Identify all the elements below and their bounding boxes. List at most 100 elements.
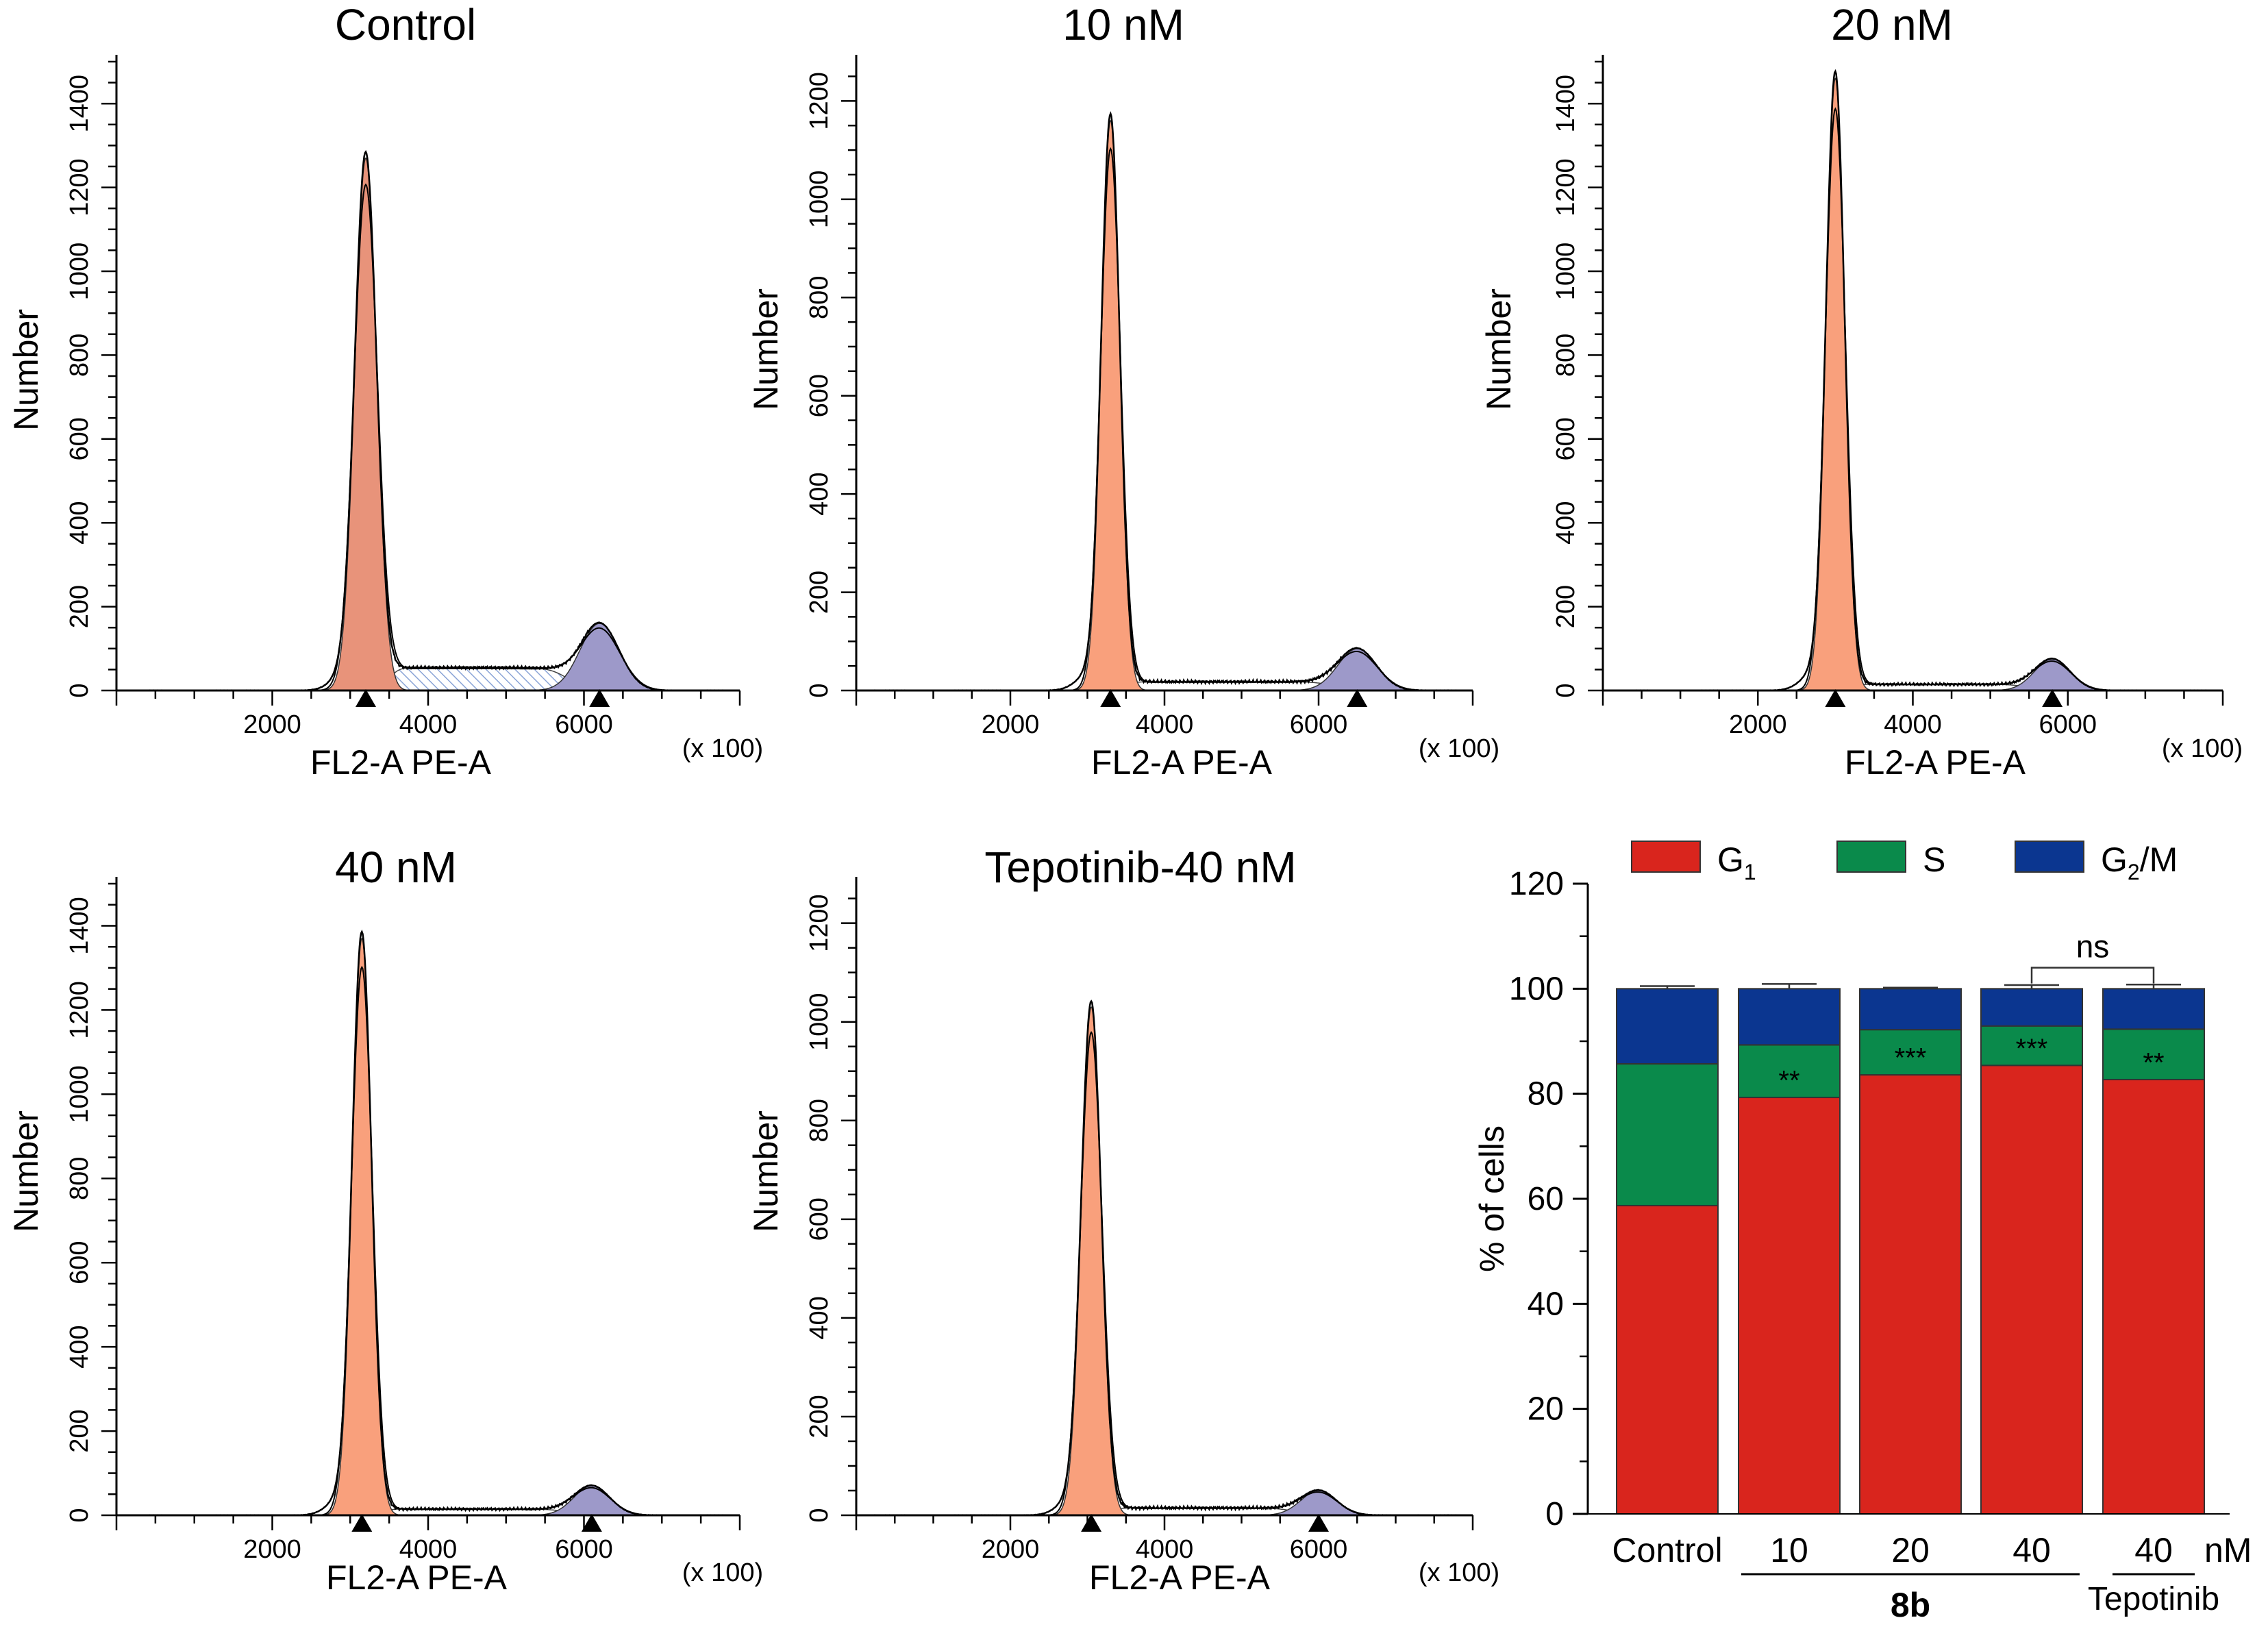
group-label: 8b: [1891, 1586, 1930, 1624]
g2m-peak: [1981, 658, 2124, 691]
histogram-panel-2: 10 nM 0 200 400 600 800 1000 1200 2000 4000 6000 Nu…: [747, 0, 1499, 782]
x-axis-unit: (x 100): [682, 734, 763, 763]
y-tick-label: 800: [65, 1157, 94, 1200]
fit-histogram-line: [132, 965, 725, 1516]
panel-title: Tepotinib-40 nM: [984, 843, 1296, 892]
raw-histogram-line: [1618, 69, 2208, 692]
x-tick-label: 6000: [555, 1535, 613, 1564]
bar-segment-g1: [1616, 1204, 1719, 1515]
legend-swatch: [1836, 841, 1906, 873]
histogram-panel-1: Control 0 200 400 600 800 1000 1200 1400 2000 4000…: [7, 0, 763, 782]
x-tick-label: 4000: [1136, 1535, 1194, 1564]
x-axis-label: FL2-A PE-A: [326, 1558, 508, 1597]
bar-category-label: 10: [1770, 1531, 1808, 1569]
histogram-panel-4: 40 nM 0 200 400 600 800 1000 1200 1400 2000 4000 60…: [7, 843, 763, 1597]
y-tick-label: 1400: [65, 75, 94, 133]
panel-title: 40 nM: [335, 843, 457, 892]
x-axis-label: FL2-A PE-A: [310, 743, 492, 782]
fit-histogram-line: [871, 1031, 1458, 1516]
y-tick-label: 0: [805, 683, 834, 697]
g1-peak: [321, 157, 410, 691]
significance-label: **: [2143, 1047, 2164, 1078]
legend-label: G2/M: [2101, 841, 2178, 884]
panel-title: Control: [335, 0, 476, 49]
histogram-panel-5: Tepotinib-40 nM 0 200 400 600 800 1000 1200 2000…: [747, 843, 1499, 1597]
raw-histogram-line: [871, 999, 1458, 1517]
peak-marker: [2042, 689, 2063, 707]
y-tick-label: 1000: [805, 993, 834, 1051]
bar-segment-g2m: [1616, 988, 1719, 1065]
legend-item: S: [1836, 841, 1945, 879]
unit-label: nM: [2204, 1531, 2252, 1569]
bar-y-tick-label: 40: [1528, 1286, 1564, 1322]
g1-peak: [1797, 77, 1873, 691]
panel-title: 20 nM: [1831, 0, 1953, 49]
g1-peak: [322, 937, 401, 1516]
raw-histogram-line: [871, 111, 1458, 692]
y-tick-label: 1000: [65, 242, 94, 301]
bar-category-label: 40: [2134, 1531, 2173, 1569]
bar-y-tick-label: 80: [1528, 1076, 1564, 1112]
x-axis-label: FL2-A PE-A: [1091, 743, 1273, 782]
y-tick-label: 1400: [1552, 75, 1580, 133]
peak-marker: [581, 1514, 602, 1532]
y-tick-label: 1000: [65, 1065, 94, 1123]
x-tick-label: 2000: [1729, 710, 1787, 739]
bar-segment-g2m: [1859, 988, 1962, 1031]
y-tick-label: 600: [65, 1241, 94, 1284]
g2m-peak: [520, 1485, 664, 1516]
y-tick-label: 1400: [65, 897, 94, 955]
y-axis-label: Number: [7, 1110, 45, 1232]
y-tick-label: 200: [805, 571, 834, 614]
bar-segment-s: [2102, 1028, 2205, 1080]
bar-segment-s: [1980, 1025, 2083, 1067]
histogram-panel-3: 20 nM 0 200 400 600 800 1000 1200 1400 2000 4000 60…: [1480, 0, 2243, 782]
y-tick-label: 0: [65, 683, 94, 697]
g2m-peak: [1247, 1490, 1390, 1516]
g1-peak: [1073, 119, 1148, 691]
y-tick-label: 1200: [805, 894, 834, 952]
significance-label: ***: [1895, 1043, 1927, 1073]
y-tick-label: 400: [805, 1296, 834, 1339]
x-axis-unit: (x 100): [1419, 734, 1499, 763]
bar-y-tick-label: 0: [1545, 1496, 1564, 1532]
peak-marker: [1825, 689, 1846, 707]
fit-histogram-line: [871, 147, 1458, 691]
stacked-bar-panel: 0 20 40 60 80 100 120 % of cells Control ** 10 *** 2…: [1473, 841, 2252, 1624]
raw-histogram-line: [132, 929, 725, 1517]
x-tick-label: 6000: [2039, 710, 2097, 739]
peak-marker: [1100, 689, 1121, 707]
comparison-bracket: [2030, 967, 2155, 984]
y-tick-label: 200: [805, 1395, 834, 1438]
peak-marker: [1081, 1514, 1102, 1532]
bar-y-axis-label: % of cells: [1473, 1125, 1511, 1272]
y-tick-label: 1200: [65, 981, 94, 1039]
y-tick-label: 600: [65, 417, 94, 460]
y-tick-label: 200: [65, 585, 94, 628]
y-tick-label: 400: [65, 501, 94, 544]
x-tick-label: 2000: [243, 1535, 301, 1564]
peak-marker: [1347, 689, 1368, 707]
y-axis-label: Number: [747, 288, 785, 410]
bar-category-label: Control: [1612, 1531, 1722, 1569]
bar-segment-g1: [1980, 1065, 2083, 1515]
legend-swatch: [1631, 841, 1701, 873]
bar-segment-s: [1616, 1062, 1719, 1206]
y-tick-label: 800: [805, 1099, 834, 1142]
legend-item: G2/M: [2015, 841, 2178, 884]
y-axis-label: Number: [747, 1110, 785, 1232]
bar-y-tick-label: 60: [1528, 1181, 1564, 1217]
y-tick-label: 1000: [805, 171, 834, 229]
bar-y-tick-label: 120: [1509, 866, 1564, 902]
peak-marker: [356, 689, 376, 707]
y-tick-label: 200: [65, 1409, 94, 1452]
x-tick-label: 6000: [1290, 710, 1348, 739]
peak-marker: [1308, 1514, 1329, 1532]
y-tick-label: 0: [1552, 683, 1580, 697]
bar-segment-s: [1859, 1029, 1962, 1076]
x-tick-label: 2000: [982, 1535, 1040, 1564]
fit-histogram-line: [1618, 107, 2208, 691]
y-tick-label: 800: [1552, 334, 1580, 377]
y-tick-label: 400: [1552, 501, 1580, 544]
